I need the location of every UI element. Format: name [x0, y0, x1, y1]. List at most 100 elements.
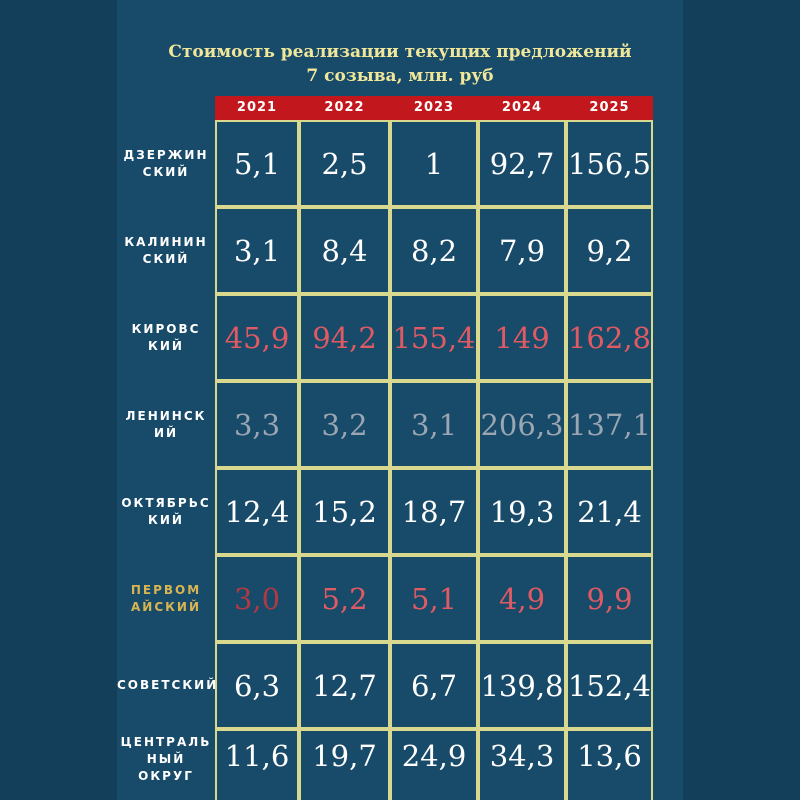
table-cell: 12,4	[215, 468, 299, 555]
cell-value: 139,8	[480, 668, 564, 703]
table-cell: 137,1	[566, 381, 653, 468]
cell-value: 1	[424, 146, 444, 181]
table-cell: 45,9	[215, 294, 299, 381]
year-header-2024: 2024	[501, 100, 543, 115]
row-label: СОВЕТСКИЙ	[117, 642, 219, 729]
row-label: КАЛИНИН СКИЙ	[117, 207, 215, 294]
cell-value: 6,7	[410, 668, 458, 703]
table-cell: 3,2	[299, 381, 390, 468]
table-cell: 6,7	[390, 642, 478, 729]
cell-value: 9,2	[586, 233, 633, 268]
cell-value: 24,9	[401, 738, 467, 773]
cell-value: 19,7	[312, 738, 377, 773]
row-label-line: СКИЙ	[142, 164, 190, 179]
cell-value: 3,1	[233, 233, 281, 268]
table-cell: 19,7	[299, 729, 390, 800]
cell-value: 5,2	[321, 581, 368, 616]
table-cell: 18,7	[390, 468, 478, 555]
table-cell: 5,2	[299, 555, 390, 642]
row-label-line: ПЕРВОМ	[130, 582, 202, 597]
table-cell: 152,4	[566, 642, 653, 729]
cell-value: 2,5	[321, 146, 368, 181]
table-cell: 155,4	[390, 294, 478, 381]
cell-value: 34,3	[489, 738, 555, 773]
row-label-line: КИРОВС	[131, 321, 201, 336]
chart-title-line-1: Стоимость реализации текущих предложений	[168, 42, 632, 62]
table-cell: 4,9	[478, 555, 566, 642]
table-cell: 3,3	[215, 381, 299, 468]
table-cell: 13,6	[566, 729, 653, 800]
row-label: ОКТЯБРЬС КИЙ	[117, 468, 215, 555]
cell-value: 8,2	[410, 233, 458, 268]
table-cell: 7,9	[478, 207, 566, 294]
cell-value: 92,7	[489, 146, 555, 181]
row-label: ЦЕНТРАЛЬ НЫЙ ОКРУГ	[117, 729, 215, 789]
row-label-line: ДЗЕРЖИН	[123, 147, 209, 162]
cell-value: 156,5	[567, 146, 652, 181]
table-cell: 5,1	[215, 120, 299, 207]
table-cell: 9,9	[566, 555, 653, 642]
table-cell: 2,5	[299, 120, 390, 207]
table-cell: 3,1	[215, 207, 299, 294]
row-label-line: ИЙ	[153, 425, 179, 440]
table-cell: 6,3	[215, 642, 299, 729]
table-cell: 92,7	[478, 120, 566, 207]
table-cell: 19,3	[478, 468, 566, 555]
table-cell: 156,5	[566, 120, 653, 207]
table-cell: 11,6	[215, 729, 299, 800]
cell-value: 12,4	[224, 494, 290, 529]
cell-value: 8,4	[321, 233, 368, 268]
row-label-line: АЙСКИЙ	[130, 599, 202, 614]
table-cell: 8,2	[390, 207, 478, 294]
row-label: КИРОВС КИЙ	[117, 294, 215, 381]
table-cell: 21,4	[566, 468, 653, 555]
cell-value: 13,6	[577, 738, 642, 773]
row-label-line: КИЙ	[148, 338, 184, 353]
year-header-bar	[215, 96, 653, 120]
cell-value: 206,3	[480, 407, 564, 442]
row-label-line: ЦЕНТРАЛЬ	[120, 734, 212, 749]
table-cell: 9,2	[566, 207, 653, 294]
cell-value: 4,9	[498, 581, 546, 616]
cell-value: 137,1	[567, 407, 652, 442]
cell-value: 12,7	[312, 668, 377, 703]
table-cell: 149	[478, 294, 566, 381]
cell-value: 149	[494, 320, 550, 355]
table-cell: 162,8	[566, 294, 653, 381]
cell-value: 7,9	[498, 233, 546, 268]
cell-value: 19,3	[489, 494, 555, 529]
table-cell: 12,7	[299, 642, 390, 729]
row-label-line: НЫЙ ОКРУГ	[138, 751, 194, 783]
row-label: ЛЕНИНСК ИЙ	[117, 381, 215, 468]
table-cell: 15,2	[299, 468, 390, 555]
cell-value: 18,7	[401, 494, 467, 529]
row-label-line: ОКТЯБРЬС	[121, 495, 211, 510]
year-header-2025: 2025	[589, 100, 630, 115]
table-cell: 5,1	[390, 555, 478, 642]
table-panel	[117, 0, 683, 800]
row-label: ПЕРВОМ АЙСКИЙ	[117, 555, 215, 642]
table-cell: 206,3	[478, 381, 566, 468]
cell-value: 155,4	[392, 320, 476, 355]
table-cell: 8,4	[299, 207, 390, 294]
cell-value: 3,3	[233, 407, 281, 442]
cell-value: 5,1	[410, 581, 458, 616]
row-label-line: СОВЕТСКИЙ	[117, 678, 219, 692]
year-header-2022: 2022	[324, 100, 365, 115]
row-label: ДЗЕРЖИН СКИЙ	[117, 120, 215, 207]
cell-value: 21,4	[577, 494, 642, 529]
row-label-line: СКИЙ	[142, 251, 190, 266]
cell-value: 15,2	[312, 494, 377, 529]
table-cell: 94,2	[299, 294, 390, 381]
chart-title-line-2: 7 созыва, млн. руб	[306, 66, 494, 86]
row-label-line: КИЙ	[148, 512, 184, 527]
cell-value: 94,2	[312, 320, 377, 355]
row-label-line: КАЛИНИН	[124, 234, 208, 249]
table-cell: 3,1	[390, 381, 478, 468]
cell-value: 3,0	[233, 581, 281, 616]
cell-value: 9,9	[586, 581, 633, 616]
table-cell: 24,9	[390, 729, 478, 800]
cell-value: 5,1	[233, 146, 281, 181]
table-cell: 3,0	[215, 555, 299, 642]
year-header-2023: 2023	[413, 100, 455, 115]
